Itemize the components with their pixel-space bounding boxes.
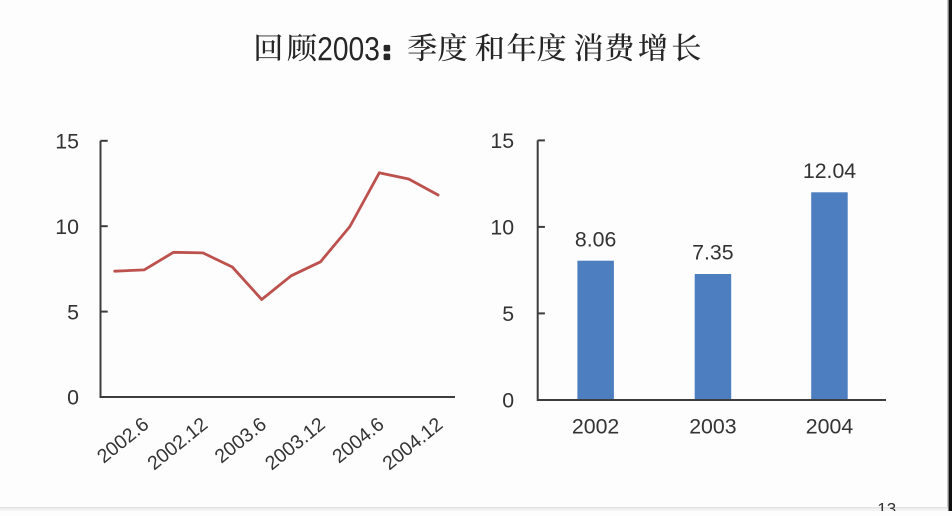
svg-text:7.35: 7.35 — [692, 240, 733, 264]
svg-text:8.06: 8.06 — [575, 227, 616, 251]
svg-text:2002: 2002 — [572, 415, 619, 439]
svg-text:2004: 2004 — [806, 415, 854, 439]
svg-text:15: 15 — [490, 129, 514, 153]
svg-text:12.04: 12.04 — [803, 159, 856, 183]
svg-text:10: 10 — [490, 216, 514, 240]
svg-text:5: 5 — [67, 300, 79, 324]
svg-text:5: 5 — [502, 302, 514, 326]
svg-text:13: 13 — [877, 499, 896, 511]
svg-text:10: 10 — [55, 215, 79, 239]
svg-text:0: 0 — [67, 386, 79, 410]
svg-text:0: 0 — [502, 389, 514, 413]
svg-text:2003: 2003 — [689, 415, 736, 439]
svg-text:15: 15 — [55, 130, 79, 154]
